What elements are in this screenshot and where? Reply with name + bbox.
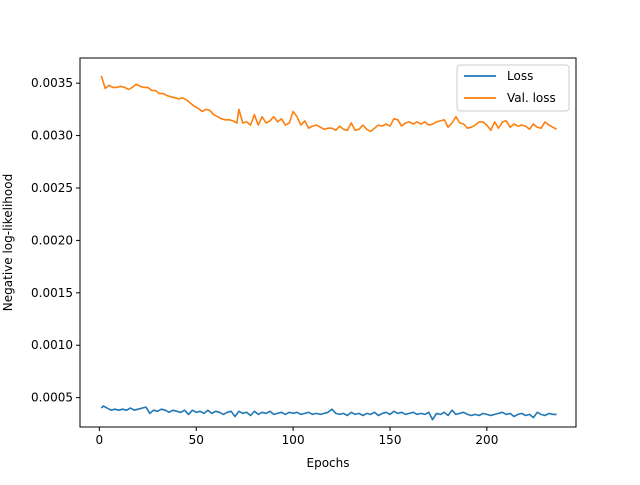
y-tick-label: 0.0025 xyxy=(31,181,73,195)
legend-label-loss: Loss xyxy=(507,69,533,83)
y-tick-label: 0.0020 xyxy=(31,233,73,247)
x-tick-label: 200 xyxy=(475,433,498,447)
y-tick-label: 0.0010 xyxy=(31,338,73,352)
y-axis-label: Negative log-likelihood xyxy=(1,174,15,311)
x-tick-label: 0 xyxy=(96,433,104,447)
series-line-val-loss xyxy=(100,75,557,133)
y-tick-label: 0.0005 xyxy=(31,391,73,405)
legend-label-val-loss: Val. loss xyxy=(507,91,556,105)
x-tick-label: 100 xyxy=(282,433,305,447)
plot-frame xyxy=(79,57,577,428)
y-axis-ticks: 0.0005 0.0010 0.0015 0.0020 0.0025 0.0030 0.00… xyxy=(31,76,80,405)
x-tick-label: 150 xyxy=(379,433,402,447)
legend: Loss Val. loss xyxy=(456,64,570,112)
x-tick-label: 50 xyxy=(189,433,204,447)
plot-area xyxy=(80,58,576,427)
x-axis-label: Epochs xyxy=(307,456,350,470)
y-tick-label: 0.0030 xyxy=(31,129,73,143)
y-tick-label: 0.0015 xyxy=(31,286,73,300)
series-layer xyxy=(100,75,557,421)
x-axis-ticks: 0 50 100 150 200 xyxy=(96,427,498,447)
series-line-loss xyxy=(100,405,557,421)
y-tick-label: 0.0035 xyxy=(31,76,73,90)
